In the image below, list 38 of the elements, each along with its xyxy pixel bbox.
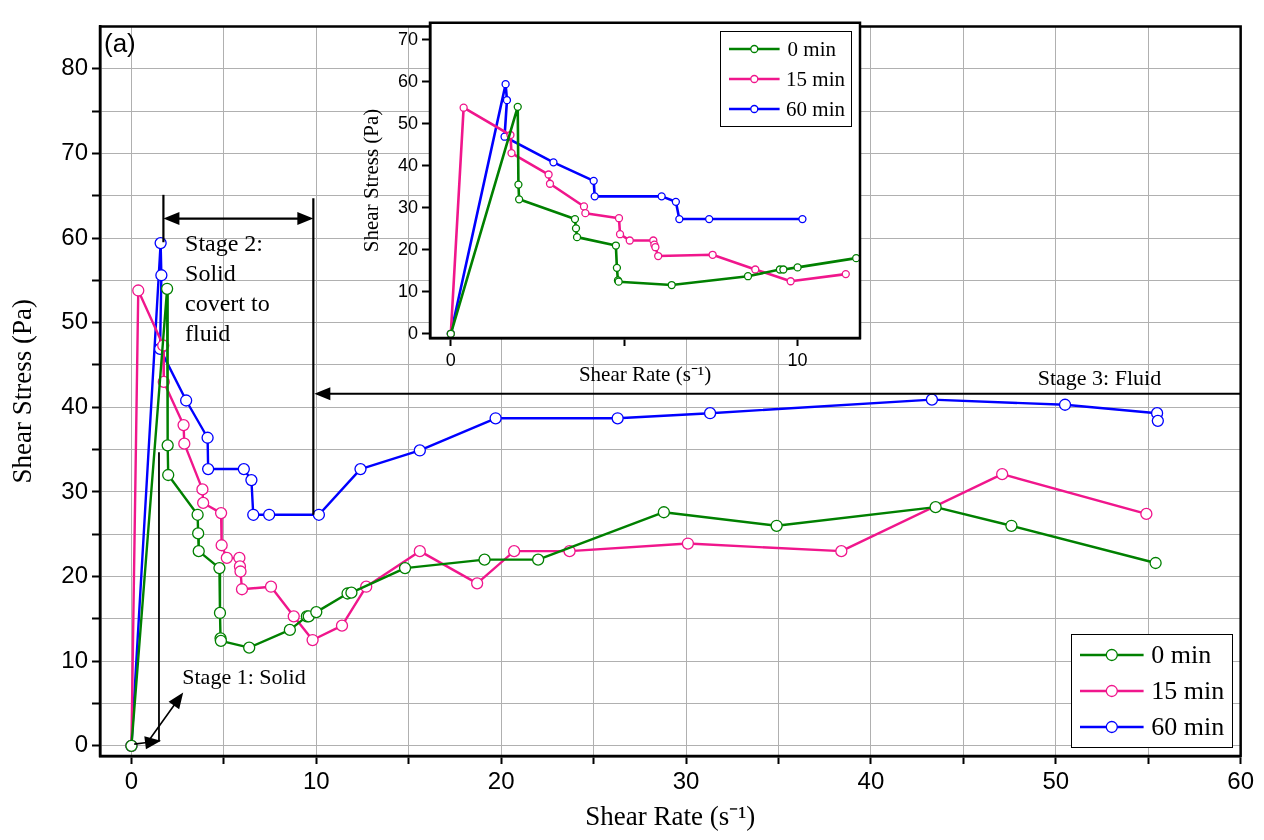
- annotation: Stage 1: Solid: [182, 663, 306, 690]
- y-tick-label: 20: [397, 238, 418, 259]
- legend-label: 60 min: [786, 95, 845, 123]
- y-tick-label: 30: [61, 476, 88, 504]
- y-tick-label: 70: [397, 28, 418, 49]
- x-tick-label: 10: [302, 767, 330, 795]
- y-tick-label: 40: [397, 154, 418, 175]
- x-tick-label: 20: [487, 767, 515, 795]
- y-tick-label: 50: [397, 112, 418, 133]
- y-tick-label: 80: [61, 53, 88, 81]
- x-tick-label: 50: [1042, 767, 1070, 795]
- annotation: (a): [104, 28, 136, 60]
- annotation: Stage 2: Solid covert to fluid: [185, 228, 271, 348]
- x-tick-label: 60: [1227, 767, 1254, 795]
- x-tick-label: 0: [124, 767, 139, 795]
- y-tick-label: 0: [407, 322, 418, 343]
- legend-label: 15 min: [786, 65, 845, 93]
- y-tick-label: 60: [397, 70, 418, 91]
- y-tick-label: 40: [61, 391, 88, 419]
- y-axis-title: Shear Stress (Pa): [7, 298, 38, 484]
- y-tick-label: 10: [397, 280, 418, 301]
- y-tick-label: 10: [61, 645, 88, 673]
- y-tick-label: 60: [61, 222, 88, 250]
- legend-label: 0 min: [787, 35, 837, 63]
- x-tick-label: 40: [857, 767, 885, 795]
- y-tick-label: 0: [74, 730, 88, 758]
- annotation: Stage 3: Fluid: [1036, 364, 1162, 391]
- y-tick-label: 30: [397, 196, 418, 217]
- legend-label: 60 min: [1151, 711, 1225, 743]
- y-tick-label: 70: [61, 137, 88, 165]
- y-axis-title: Shear Stress (Pa): [359, 108, 384, 253]
- y-tick-label: 50: [61, 307, 88, 335]
- x-axis-title: Shear Rate (s⁻¹): [585, 800, 756, 831]
- legend-label: 15 min: [1151, 675, 1225, 707]
- x-tick-label: 30: [672, 767, 700, 795]
- legend-label: 0 min: [1151, 639, 1212, 671]
- y-tick-label: 20: [61, 561, 88, 589]
- x-axis-title: Shear Rate (s⁻¹): [578, 361, 712, 386]
